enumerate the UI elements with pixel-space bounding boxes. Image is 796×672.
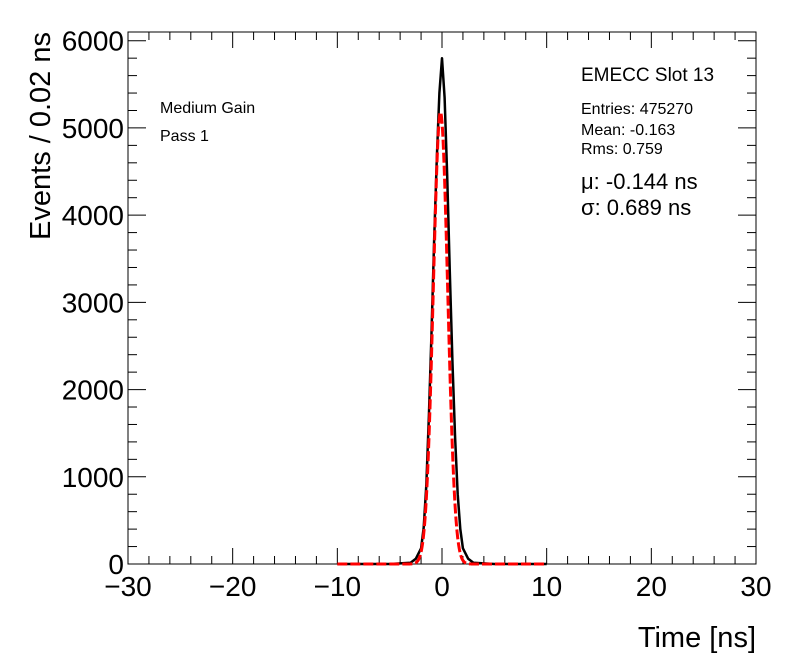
annotation-pass: Pass 1 [160,128,209,145]
y-ticks: 0 1000 2000 3000 4000 5000 6000 [62,26,756,580]
y-tick-label: 2000 [62,375,124,406]
x-tick-label: 30 [740,571,771,602]
annotation-mu: μ: -0.144 ns [581,169,698,194]
y-tick-label: 6000 [62,26,124,57]
annotation-entries: Entries: 475270 [581,101,693,118]
x-tick-label: −10 [314,571,362,602]
y-tick-label: 5000 [62,113,124,144]
annotation-slot: EMECC Slot 13 [581,65,714,86]
x-tick-label: −20 [209,571,257,602]
y-tick-label: 1000 [62,462,124,493]
series [337,56,547,566]
x-tick-label: 20 [636,571,667,602]
annotation-sigma: σ: 0.689 ns [581,195,691,220]
x-tick-label: 0 [434,571,450,602]
x-tick-label: −30 [104,571,152,602]
y-tick-label: 3000 [62,287,124,318]
annotation-rms: Rms: 0.759 [581,141,663,158]
annotation-gain: Medium Gain [160,100,255,117]
annotation-mean: Mean: -0.163 [581,122,675,139]
y-tick-label: 0 [108,549,124,580]
y-tick-label: 4000 [62,200,124,231]
y-axis-label: Events / 0.02 ns [25,32,57,240]
gaussian-fit-curve [337,108,547,566]
x-tick-label: 10 [531,571,562,602]
x-axis-label: Time [ns] [638,622,756,654]
x-ticks: −30 −20 −10 0 10 20 30 [104,32,772,602]
